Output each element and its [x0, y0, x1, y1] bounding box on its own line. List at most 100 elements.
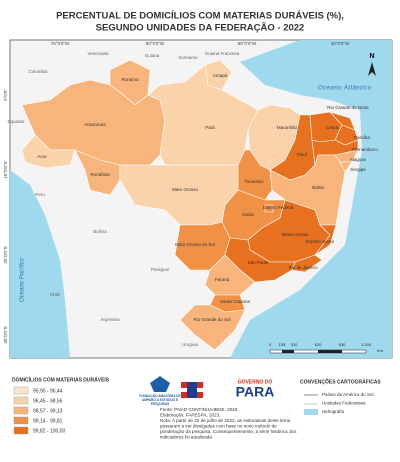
country-label: Bolívia	[93, 229, 107, 234]
country-label: Chile	[50, 292, 61, 297]
state-label: Rondônia	[90, 172, 110, 177]
legend-label: 96,45 - 98,56	[33, 398, 63, 404]
country-label: Uruguai	[182, 342, 198, 347]
note-line: Fonte: PNAD CONTÍNUA/IBGE, 2023.	[160, 406, 239, 412]
north-arrow	[368, 62, 376, 76]
legend-label: 98,57 - 99,13	[33, 408, 63, 414]
legend-label: 95,90 - 96,44	[33, 388, 63, 394]
state	[264, 204, 274, 213]
lon-label: 60°0'0"W	[146, 41, 165, 46]
state-label: Ceará	[326, 125, 339, 130]
para-text: PARA	[236, 384, 275, 400]
legend-swatch	[13, 426, 29, 435]
legend-swatch	[13, 386, 29, 395]
scale-label: 310	[291, 342, 298, 347]
scale-label: 1.240	[361, 342, 372, 347]
legend-swatch	[13, 416, 29, 425]
state-label: Pernambuco	[352, 147, 378, 152]
state-label: Rio Grande do Norte	[327, 105, 369, 110]
state-label: Distrito Federal	[263, 205, 294, 210]
state-label: Santa Catarina	[220, 299, 251, 304]
state-label: São Paulo	[248, 260, 269, 265]
scale-label: 620	[315, 342, 322, 347]
scale-unit: Km	[377, 348, 384, 353]
state-label: Paraná	[215, 277, 230, 282]
note-line: indicadores foi atualizada.	[160, 435, 213, 440]
note-line: ponderação da pesquisa. Consequentemente…	[160, 429, 297, 434]
lat-label: 10°0'0"S	[3, 161, 8, 178]
lat-label: 20°0'0"S	[3, 246, 8, 263]
state-label: Tocantins	[244, 179, 264, 184]
legend-label: 99,14 - 99,81	[33, 418, 63, 424]
lon-label: 70°0'0"W	[51, 41, 70, 46]
country-label: Colombia	[28, 69, 48, 74]
note-line: passaram a ser divulgadas com base no no…	[160, 424, 277, 429]
fapespa-text: PESQUISAS	[151, 402, 170, 406]
convention-label: Países da América do Sul	[322, 392, 374, 397]
state-label: Rio de Janeiro	[288, 265, 318, 270]
note-line: Elaboração: FAPESPA, 2023.	[160, 413, 220, 418]
state-label: Amapá	[213, 73, 228, 78]
state	[314, 224, 337, 256]
fapespa-text: FUNDAÇÃO AMAZÔNIA DE	[139, 393, 180, 398]
lat-label: 0°0'0"	[3, 89, 8, 101]
scale-label: 0	[269, 342, 272, 347]
country-label: Argentina	[100, 317, 120, 322]
state-label: Paraíba	[354, 135, 370, 140]
governo-text: GOVERNO DO	[238, 379, 273, 385]
state-label: Rio Grande do Sul	[193, 317, 230, 322]
country-label: Paraguai	[151, 267, 169, 272]
state-label: Roraima	[121, 77, 139, 82]
scale-label: 155	[279, 342, 286, 347]
country-label: Guiana Francesa	[205, 51, 240, 56]
state	[179, 304, 246, 351]
lat-label: 30°0'0"S	[3, 326, 8, 343]
state-label: Sergipe	[350, 167, 366, 172]
title-line: SEGUNDO UNIDADES DA FEDERAÇÃO - 2022	[96, 23, 305, 34]
state-label: Acre	[37, 154, 47, 159]
hydro-swatch	[304, 409, 318, 415]
scale-label: 930	[339, 342, 346, 347]
legend-title: DOMICÍLIOS COM MATERIAS DURÁVEIS	[12, 375, 110, 383]
lon-label: 50°0'0"W	[238, 41, 257, 46]
state	[74, 149, 121, 196]
state-label: Mato Grosso do Sul	[175, 242, 215, 247]
scale-bar	[318, 350, 342, 353]
title-line: PERCENTUAL DE DOMICÍLIOS COM MATERIAS DU…	[56, 11, 344, 22]
state-label: Espírito Santo	[306, 239, 335, 244]
state-label: Pará	[205, 125, 215, 130]
fapespa-text: AMPARO A ESTUDOS E	[142, 398, 178, 402]
flag-icon	[187, 382, 197, 398]
legend-swatch	[13, 396, 29, 405]
state-label: Maranhão	[277, 125, 298, 130]
state-label: Bahia	[312, 185, 324, 190]
state	[21, 134, 76, 169]
country-label: Peru	[35, 192, 45, 197]
note-line: Nota: A partir de 22 de julho de 2022, a…	[160, 418, 291, 423]
conventions-title: CONVENÇÕES CARTOGRÁFICAS	[300, 378, 381, 385]
ocean-label: Oceano Pacífico	[20, 257, 26, 302]
state-label: Alagoas	[350, 157, 367, 162]
country-label: Venezuela	[87, 51, 109, 56]
state-label: Goiás	[242, 212, 255, 217]
atlantic-ocean	[230, 40, 392, 358]
legend-label: 99,82 - 100,00	[33, 428, 65, 434]
fapespa-logo	[150, 376, 170, 392]
legend-swatch	[13, 406, 29, 415]
country-label: Suriname	[178, 55, 198, 60]
country-label: Equador	[7, 119, 25, 124]
state-label: Amazonas	[84, 122, 106, 127]
lon-label: 40°0'0"W	[331, 41, 350, 46]
state-label: Mato Grosso	[172, 187, 198, 192]
country-label: Guiana	[145, 53, 160, 58]
scale-bar	[282, 350, 294, 353]
convention-label: Unidades Federativas	[322, 401, 367, 406]
pacific-ocean	[10, 170, 70, 358]
state	[204, 254, 256, 296]
north-label: N	[369, 53, 374, 60]
convention-label: Hidrografia	[322, 409, 345, 414]
state-label: Minas Gerais	[282, 232, 309, 237]
state-label: Piauí	[297, 152, 308, 157]
